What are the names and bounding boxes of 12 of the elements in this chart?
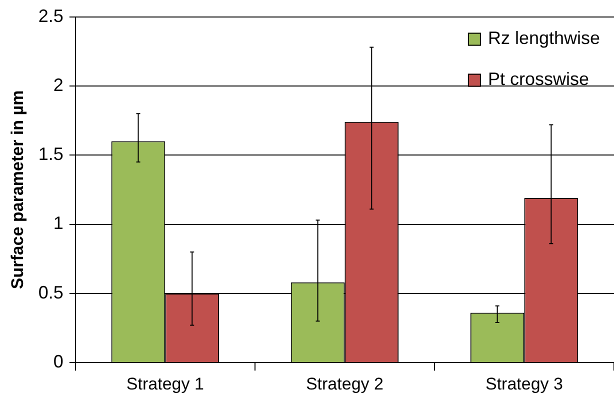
legend-label: Pt crosswise (488, 68, 589, 89)
y-tick-label: 1 (53, 213, 64, 234)
y-tick-label: 1.5 (38, 144, 64, 164)
y-tick-label: 2.5 (38, 6, 64, 26)
legend-label: Rz lengthwise (488, 28, 600, 48)
x-tick-label: Strategy 3 (485, 374, 563, 394)
x-tick-label: Strategy 1 (126, 374, 204, 394)
y-tick-label: 0.5 (38, 282, 64, 302)
y-tick-label: 2 (53, 74, 64, 95)
y-tick-label: 0 (53, 352, 64, 372)
y-axis-title: Surface parameter in µm (8, 90, 27, 290)
x-tick-label: Strategy 2 (306, 374, 384, 394)
